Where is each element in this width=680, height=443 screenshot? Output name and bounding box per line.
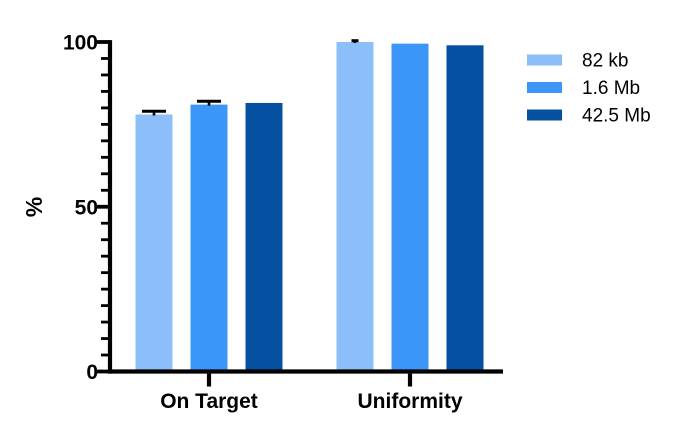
bar-82-kb-Uniformity [336, 42, 374, 372]
bar-42.5-Mb-Uniformity [446, 45, 484, 372]
legend-label-82-kb: 82 kb [582, 51, 628, 72]
bars-layer [135, 42, 484, 372]
y-tick-label: 100 [63, 32, 98, 55]
legend-label-42.5-Mb: 42.5 Mb [582, 106, 651, 127]
legend-swatch-1.6-Mb [527, 82, 562, 93]
axis-labels-layer: 0 50 100 On Target Uniformity [63, 32, 463, 414]
y-tick-label: 50 [75, 196, 98, 219]
bar-1.6-Mb-Uniformity [391, 43, 429, 372]
x-category-label-Uniformity: Uniformity [358, 390, 463, 413]
bar-82-kb-On-Target [135, 114, 173, 372]
legend-swatch-42.5-Mb [527, 109, 562, 121]
bar-1.6-Mb-On-Target [190, 104, 228, 372]
error-bars-layer [142, 39, 359, 116]
y-axis-title: % [21, 197, 47, 217]
legend-swatch-82-kb [527, 54, 562, 66]
y-tick-label: 0 [86, 361, 98, 384]
bar-42.5-Mb-On-Target [245, 102, 283, 372]
legend-label-1.6-Mb: 1.6 Mb [582, 78, 640, 99]
x-category-label-On-Target: On Target [160, 390, 258, 413]
axes-layer [97, 40, 503, 387]
legend: 82 kb 1.6 Mb 42.5 Mb [527, 51, 651, 127]
